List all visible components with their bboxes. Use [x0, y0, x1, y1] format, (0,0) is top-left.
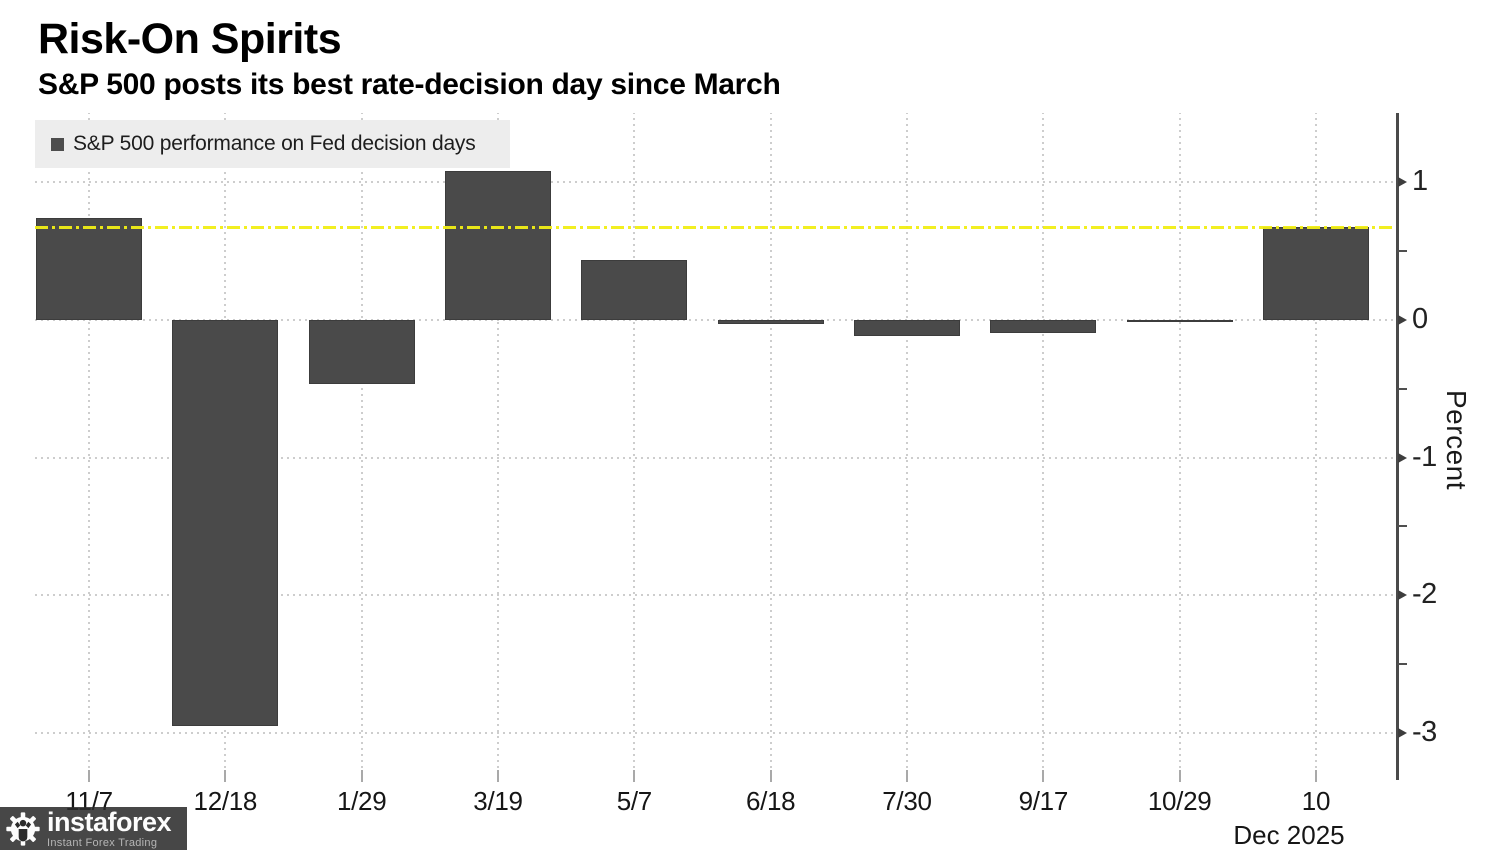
legend-label: S&P 500 performance on Fed decision days	[73, 132, 476, 155]
bar	[990, 319, 1097, 334]
vertical-gridline	[1178, 113, 1181, 780]
y-axis-minor-tick	[1397, 663, 1407, 666]
bar	[1126, 319, 1233, 323]
x-tick-label: 7/30	[882, 786, 932, 816]
x-axis-tick	[1314, 770, 1317, 782]
x-tick-label: 5/7	[616, 786, 653, 816]
watermark: instaforex Instant Forex Trading	[0, 807, 187, 850]
vertical-gridline	[769, 113, 772, 780]
y-tick-label: -2	[1412, 578, 1437, 611]
bar	[36, 217, 142, 320]
y-axis-minor-tick	[1397, 387, 1407, 390]
x-axis-tick	[633, 770, 636, 782]
vertical-gridline	[496, 113, 499, 780]
x-axis-tick	[1042, 770, 1045, 782]
watermark-brand: instaforex	[47, 806, 172, 837]
x-tick-label: 10/29	[1147, 786, 1212, 816]
y-axis-tick-icon	[1398, 452, 1407, 463]
y-axis-line	[1396, 113, 1399, 780]
vertical-gridline	[1314, 113, 1317, 780]
bar	[444, 170, 551, 320]
x-tick-label: 9/17	[1018, 786, 1069, 816]
x-axis-tick	[360, 770, 363, 782]
y-axis-minor-tick	[1397, 249, 1407, 252]
y-axis-minor-tick	[1397, 525, 1407, 528]
x-axis-tick	[905, 770, 908, 782]
y-tick-label: 1	[1412, 164, 1428, 197]
x-axis-tick	[224, 770, 227, 782]
legend: S&P 500 performance on Fed decision days	[35, 120, 510, 168]
bar	[853, 319, 960, 337]
y-axis-tick-icon	[1398, 314, 1407, 325]
vertical-gridline	[905, 113, 908, 780]
x-tick-label: 12/18	[193, 786, 258, 816]
y-tick-label: -3	[1412, 716, 1437, 749]
horizontal-gridline	[35, 594, 1397, 597]
x-axis-year-label: Dec 2025	[1233, 820, 1345, 850]
bar	[1262, 227, 1369, 320]
y-axis-tick-icon	[1398, 590, 1407, 601]
horizontal-gridline	[35, 180, 1397, 183]
instaforex-gear-icon	[6, 811, 40, 846]
horizontal-gridline	[35, 732, 1397, 735]
bar	[172, 319, 279, 727]
y-tick-label: -1	[1412, 440, 1437, 473]
y-axis-title: Percent	[1441, 390, 1472, 490]
bar	[717, 319, 824, 324]
y-axis-tick-icon	[1398, 176, 1407, 187]
x-tick-label: 6/18	[745, 786, 796, 816]
watermark-tagline: Instant Forex Trading	[47, 836, 158, 849]
x-axis-tick	[769, 770, 772, 782]
x-axis-tick	[1178, 770, 1181, 782]
horizontal-gridline	[35, 456, 1397, 459]
x-axis-tick	[88, 770, 90, 782]
page-subtitle: S&P 500 posts its best rate-decision day…	[38, 68, 781, 101]
legend-swatch-icon	[51, 137, 64, 151]
x-axis-tick	[496, 770, 499, 782]
x-tick-label: 1/29	[336, 786, 387, 816]
y-axis-tick-icon	[1398, 728, 1407, 739]
reference-line	[35, 225, 1397, 229]
page-title: Risk-On Spirits	[38, 15, 342, 63]
x-tick-label: 3/19	[473, 786, 523, 816]
bar	[308, 319, 415, 385]
y-tick-label: 0	[1412, 302, 1428, 335]
bar	[581, 260, 688, 320]
vertical-gridline	[1042, 113, 1045, 780]
vertical-gridline	[360, 113, 363, 780]
horizontal-gridline	[35, 318, 1397, 321]
x-tick-label: 10	[1301, 786, 1331, 816]
vertical-gridline	[88, 113, 90, 780]
vertical-gridline	[633, 113, 636, 780]
plot-area	[35, 113, 1397, 780]
